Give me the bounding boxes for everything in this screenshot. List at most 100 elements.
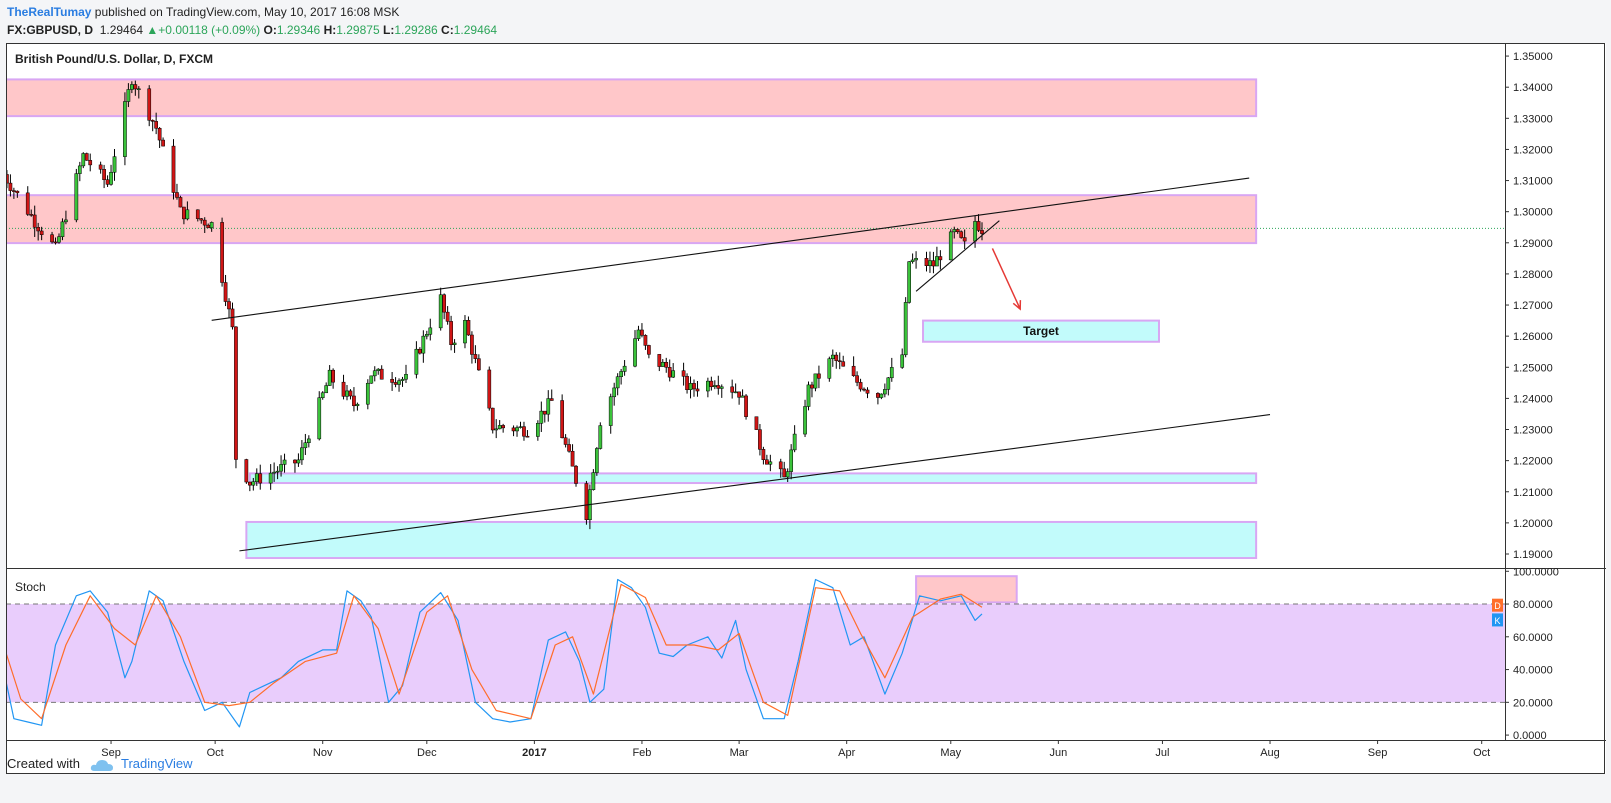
bullish-candle — [827, 358, 832, 379]
high-value: 1.29875 — [336, 23, 380, 37]
bearish-candle — [341, 381, 346, 397]
bearish-candle — [858, 382, 863, 390]
bearish-candle — [206, 224, 211, 229]
bearish-candle — [98, 164, 103, 170]
bullish-candle — [74, 173, 79, 221]
bearish-candle — [570, 450, 575, 467]
time-tick-label: Nov — [313, 747, 333, 759]
bullish-candle — [785, 471, 790, 478]
bearish-candle — [765, 459, 769, 465]
bearish-candle — [157, 128, 162, 141]
bullish-candle — [251, 481, 256, 486]
bearish-candle — [50, 234, 54, 243]
bullish-candle — [414, 348, 419, 375]
footer: Created with TradingView — [7, 756, 193, 772]
bearish-candle — [470, 334, 474, 355]
bullish-candle — [598, 425, 603, 449]
price-tick-label: 1.22000 — [1513, 456, 1553, 468]
bullish-candle — [136, 88, 141, 91]
bullish-candle — [282, 459, 287, 465]
bullish-candle — [952, 229, 957, 233]
bearish-candle — [876, 393, 880, 398]
bullish-candle — [497, 425, 502, 430]
bearish-candle — [643, 335, 648, 346]
bearish-candle — [147, 88, 152, 121]
bullish-candle — [928, 260, 932, 266]
price-tick-label: 1.32000 — [1513, 144, 1553, 156]
stoch-band — [6, 604, 1505, 703]
bullish-candle — [279, 464, 283, 472]
price-tick-label: 1.23000 — [1513, 425, 1553, 437]
stoch-tick-label: 20.0000 — [1513, 697, 1553, 709]
bullish-candle — [369, 375, 374, 384]
bearish-candle — [980, 230, 984, 234]
bearish-candle — [522, 426, 526, 437]
time-tick-label: Feb — [632, 747, 651, 759]
bullish-candle — [608, 396, 613, 426]
stoch-marker-label: D — [1494, 601, 1501, 611]
bearish-candle — [962, 237, 967, 242]
bullish-candle — [706, 380, 710, 392]
high-label: H: — [323, 23, 337, 37]
bullish-candle — [789, 449, 794, 472]
bullish-candle — [886, 377, 891, 390]
bullish-candle — [914, 258, 918, 261]
bearish-candle — [584, 483, 589, 520]
bullish-candle — [591, 472, 596, 490]
bearish-candle — [667, 367, 672, 378]
bullish-candle — [463, 320, 467, 344]
bullish-candle — [296, 459, 301, 464]
bullish-candle — [60, 221, 65, 237]
bearish-candle — [244, 459, 249, 483]
tradingview-brand-link[interactable]: TradingView — [121, 756, 193, 771]
bearish-candle — [817, 373, 821, 379]
bearish-candle — [490, 407, 495, 431]
bearish-candle — [959, 231, 964, 238]
chart-container[interactable]: Target 1.35000 1.34000 1.33000 1.32000 1.3100… — [6, 43, 1606, 774]
chart-title: British Pound/U.S. Dollar, D, FXCM — [15, 52, 214, 66]
bullish-candle — [57, 236, 61, 243]
bullish-candle — [671, 370, 676, 378]
bearish-candle — [692, 383, 696, 390]
chart-canvas[interactable]: Target 1.35000 1.34000 1.33000 1.32000 1.3100… — [6, 43, 1606, 774]
trendline-2 — [915, 220, 1000, 292]
bullish-candle — [903, 302, 908, 356]
bearish-candle — [511, 427, 516, 432]
bullish-candle — [615, 376, 620, 389]
bullish-candle — [594, 448, 599, 473]
bearish-candle — [664, 362, 669, 368]
bullish-candle — [376, 368, 381, 371]
trendline-1 — [239, 414, 1271, 552]
target-label: Target — [1023, 324, 1059, 338]
bullish-candle — [306, 438, 311, 443]
bullish-candle — [452, 342, 457, 345]
time-tick-label: Jun — [1049, 747, 1067, 759]
bearish-candle — [466, 320, 471, 336]
bearish-candle — [12, 190, 16, 192]
bearish-candle — [782, 468, 787, 478]
author-link[interactable]: TheRealTumay — [7, 5, 92, 19]
bearish-candle — [501, 425, 505, 429]
bullish-candle — [272, 471, 276, 474]
bearish-candle — [865, 389, 870, 394]
bearish-candle — [695, 388, 700, 392]
bearish-candle — [837, 360, 842, 362]
bearish-candle — [851, 365, 856, 376]
tradingview-cloud-icon — [90, 759, 113, 771]
bearish-candle — [418, 348, 422, 354]
bullish-candle — [400, 378, 405, 381]
price-tick-label: 1.19000 — [1513, 549, 1553, 561]
bullish-candle — [768, 461, 773, 465]
time-tick-label: Mar — [730, 747, 749, 759]
price-change: ▲+0.00118 (+0.09%) — [146, 23, 261, 37]
resistance-zone-0 — [6, 78, 1258, 118]
bearish-candle — [938, 256, 943, 261]
price-tick-label: 1.21000 — [1513, 487, 1553, 499]
price-tick-label: 1.34000 — [1513, 82, 1553, 94]
bearish-candle — [161, 139, 165, 147]
bullish-candle — [275, 470, 280, 473]
bullish-candle — [77, 165, 82, 174]
bullish-candle — [397, 380, 401, 385]
bullish-candle — [421, 335, 426, 354]
bearish-candle — [549, 398, 554, 401]
